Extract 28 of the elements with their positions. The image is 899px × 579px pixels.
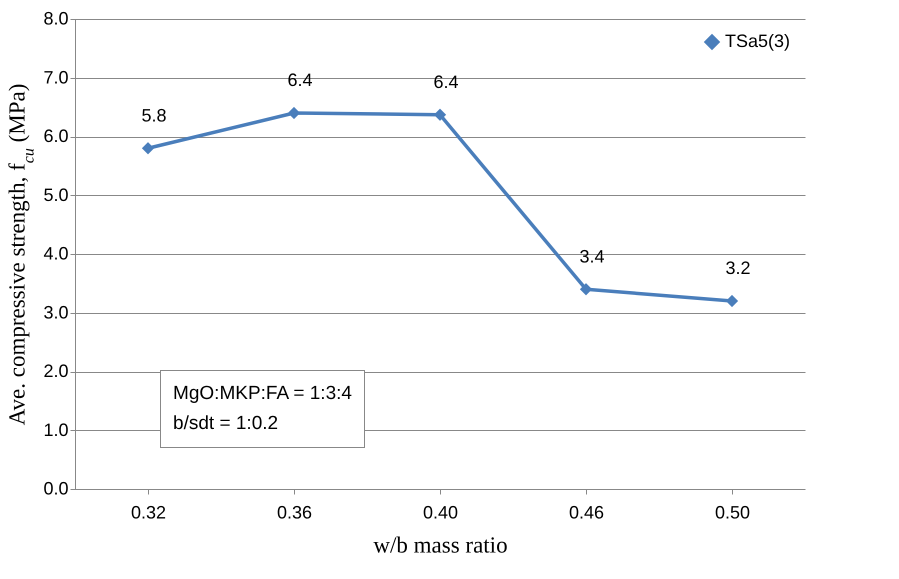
y-tick-label: 2.0 <box>43 361 68 381</box>
x-tick-label: 0.46 <box>568 502 604 522</box>
y-tick-label: 1.0 <box>43 420 68 440</box>
point <box>580 283 592 296</box>
y-tick-label: 4.0 <box>43 244 68 264</box>
y-tick-label: 5.0 <box>43 184 68 205</box>
point <box>142 142 154 154</box>
data-label: 3.2 <box>725 258 751 278</box>
point <box>434 108 446 121</box>
y-tick-label: 6.0 <box>43 126 68 146</box>
x-tick-label: 0.36 <box>276 502 312 522</box>
x-tick-label: 0.50 <box>714 502 750 522</box>
legend-label: TSa5(3) <box>725 31 790 51</box>
point <box>726 294 738 308</box>
x-tick-label: 0.32 <box>130 502 166 522</box>
data-label: 5.8 <box>141 105 167 126</box>
x-axis-title: w/b mass ratio <box>373 532 508 558</box>
y-tick-label: 7.0 <box>43 67 68 88</box>
data-label: 6.4 <box>433 72 459 92</box>
y-tick-label: 0.0 <box>43 478 68 498</box>
y-tick-label: 3.0 <box>43 302 68 322</box>
y-tick-label: 8.0 <box>43 8 68 28</box>
note-box: MgO:MKP:FA = 1:3:4 b/sdt = 1:0.2 <box>160 370 365 448</box>
annotation: MgO:MKP:FA = 1:3:4 <box>173 382 352 406</box>
data-label: 3.4 <box>579 246 605 266</box>
data-label: 6.4 <box>287 70 313 90</box>
annotation: b/sdt = 1:0.2 <box>173 412 280 436</box>
x-tick-label: 0.40 <box>422 502 458 522</box>
